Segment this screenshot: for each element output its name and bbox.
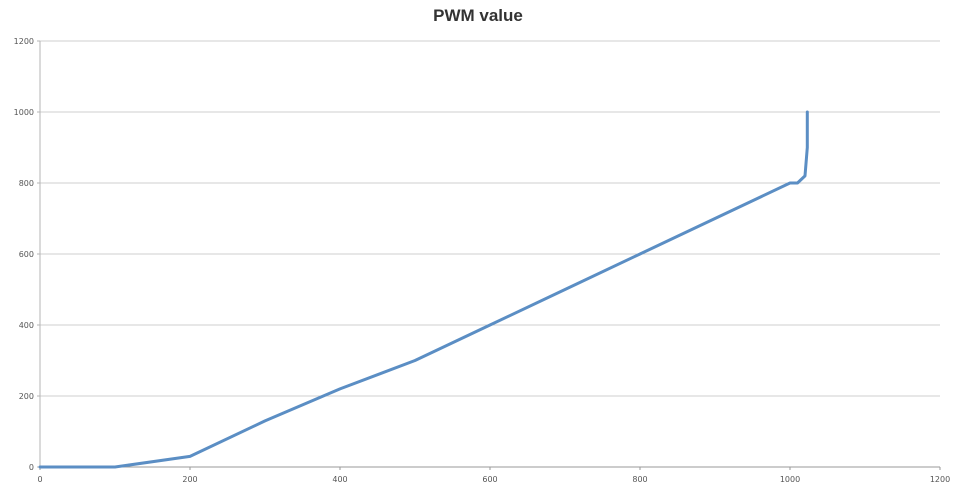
x-tick-label-400: 400 (332, 475, 347, 484)
y-tick-label-200: 200 (19, 392, 34, 401)
x-tick-label-600: 600 (482, 475, 497, 484)
x-tick-label-1000: 1000 (780, 475, 800, 484)
x-tick-label-0: 0 (37, 475, 42, 484)
y-tick-label-800: 800 (19, 179, 34, 188)
x-tick-label-800: 800 (632, 475, 647, 484)
x-tick-label-1200: 1200 (930, 475, 950, 484)
y-tick-label-1200: 1200 (14, 37, 34, 46)
chart-title: PWM value (433, 6, 523, 25)
y-tick-label-400: 400 (19, 321, 34, 330)
y-tick-label-1000: 1000 (14, 108, 34, 117)
series-line-0 (38, 110, 809, 469)
y-tick-label-0: 0 (29, 463, 34, 472)
y-tick-label-600: 600 (19, 250, 34, 259)
x-tick-label-200: 200 (182, 475, 197, 484)
